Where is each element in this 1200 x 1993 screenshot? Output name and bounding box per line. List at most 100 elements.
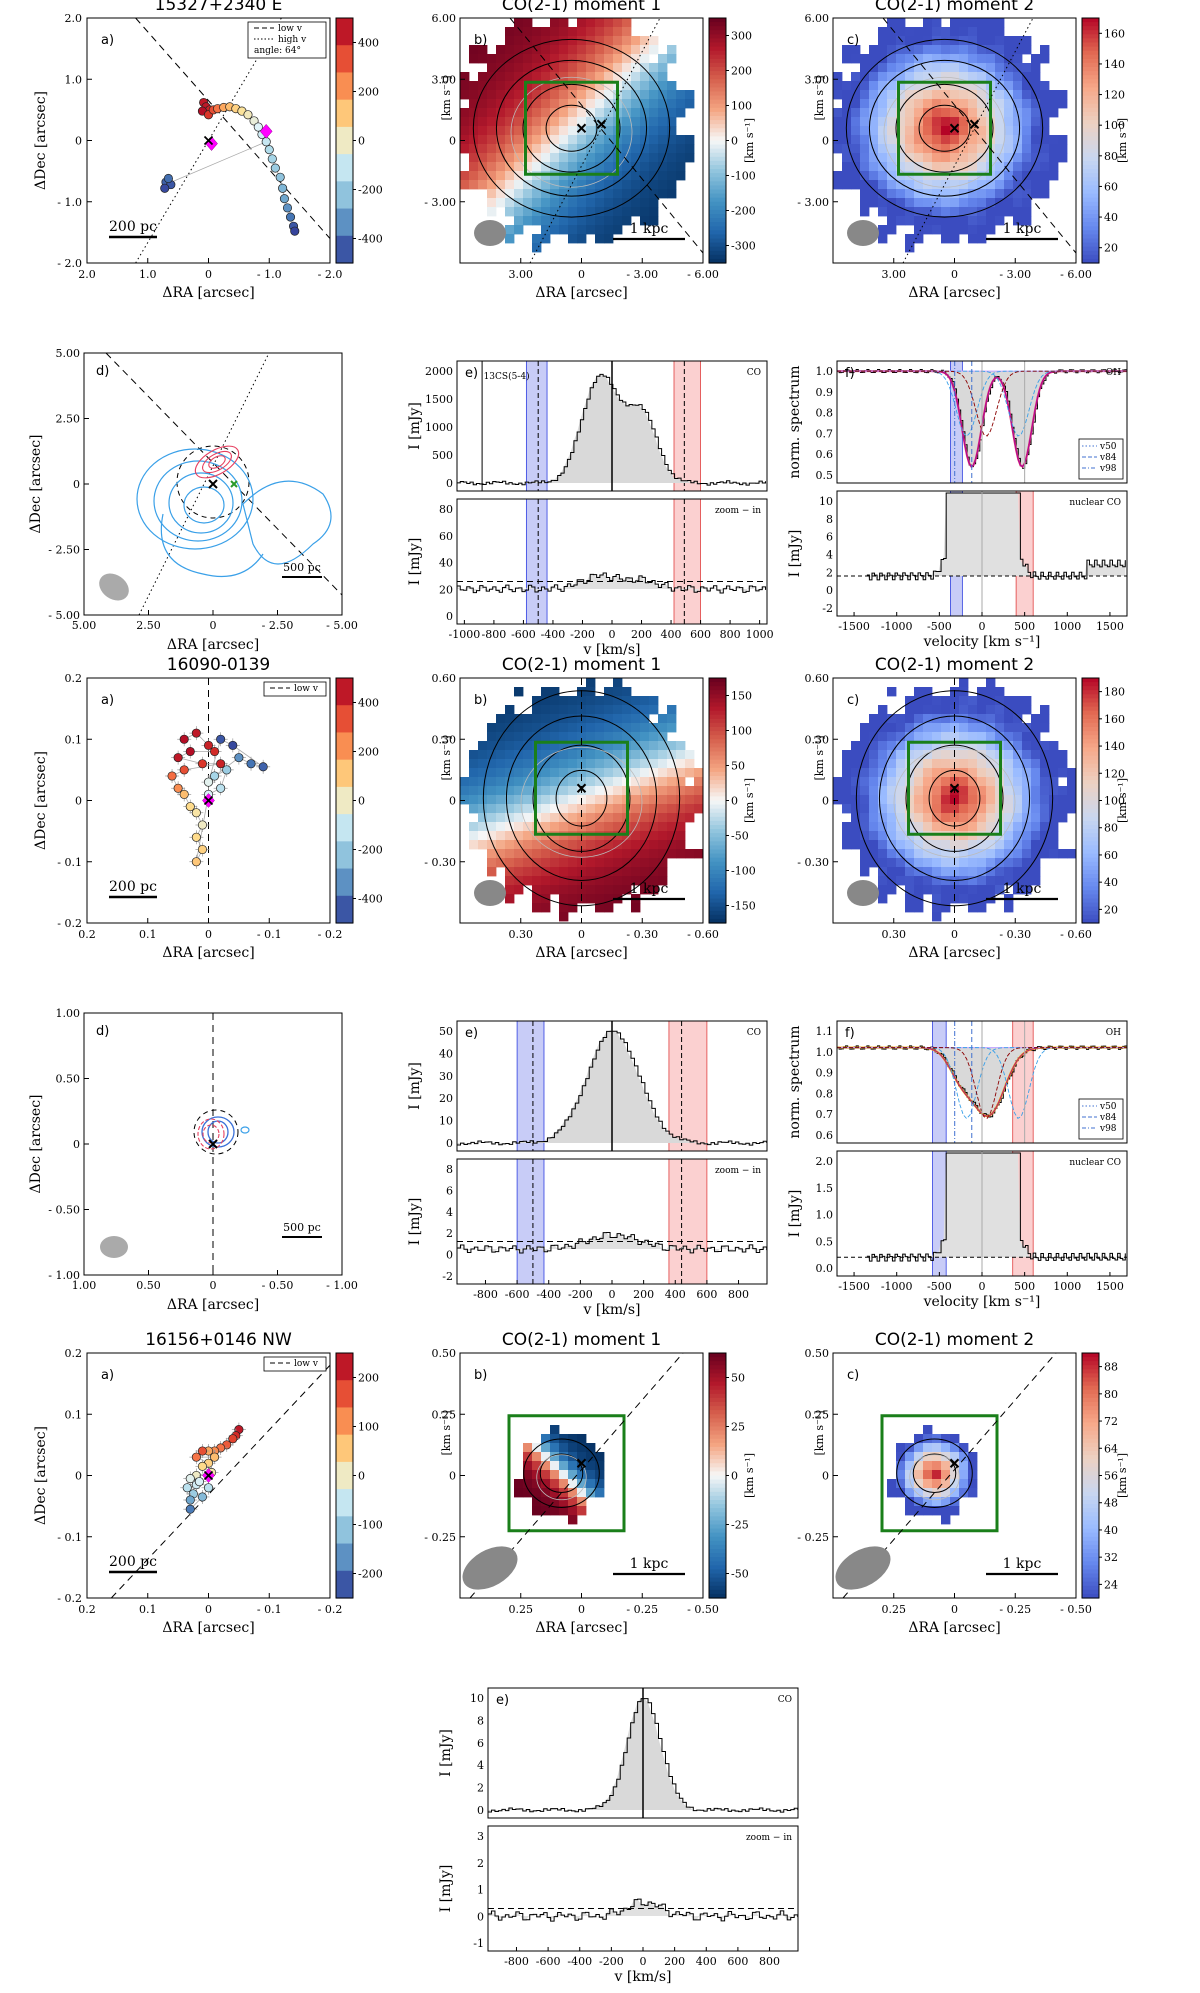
map-pixel bbox=[559, 1461, 569, 1471]
map-pixel bbox=[977, 696, 987, 706]
colorbar-segment bbox=[1082, 706, 1099, 712]
colorbar-segment bbox=[1082, 816, 1099, 822]
panel-a-positions: 16156+0146 NW0.2 0.1 0- 0.1- 0.20.20.10- 0… bbox=[33, 1330, 383, 1636]
map-pixel bbox=[595, 1479, 605, 1489]
map-pixel bbox=[950, 777, 960, 787]
y-tick-label: 8 bbox=[826, 513, 833, 526]
map-pixel bbox=[950, 1443, 960, 1453]
co-contour bbox=[895, 83, 994, 173]
x-tick-label: 500 bbox=[1014, 1280, 1035, 1293]
velocity-point bbox=[234, 753, 244, 763]
map-pixel bbox=[968, 36, 978, 46]
y-tick-label: 0.1 bbox=[65, 1408, 83, 1421]
x-tick-label: 0 bbox=[210, 1279, 217, 1292]
map-pixel bbox=[586, 1479, 596, 1489]
map-pixel bbox=[896, 849, 906, 859]
colorbar-segment bbox=[1082, 99, 1099, 105]
colorbar-segment bbox=[709, 1512, 726, 1517]
map-pixel bbox=[1031, 153, 1041, 163]
map-pixel bbox=[905, 894, 915, 904]
map-pixel bbox=[860, 108, 870, 118]
colorbar-segment bbox=[336, 732, 353, 761]
map-pixel bbox=[1004, 750, 1014, 760]
map-pixel bbox=[586, 117, 596, 127]
map-pixel bbox=[1022, 207, 1032, 217]
y-tick-label: 0 bbox=[75, 135, 82, 148]
map-pixel bbox=[914, 903, 924, 913]
map-pixel bbox=[1013, 45, 1023, 55]
colorbar-segment bbox=[1082, 849, 1099, 855]
map-pixel bbox=[1058, 750, 1068, 760]
map-pixel bbox=[950, 849, 960, 859]
map-pixel bbox=[487, 768, 497, 778]
map-pixel bbox=[878, 72, 888, 82]
map-pixel bbox=[568, 759, 578, 769]
map-pixel bbox=[568, 750, 578, 760]
map-pixel bbox=[878, 840, 888, 850]
map-pixel bbox=[968, 144, 978, 154]
map-pixel bbox=[1049, 135, 1059, 145]
map-pixel bbox=[496, 840, 506, 850]
map-pixel bbox=[550, 27, 560, 37]
map-pixel bbox=[887, 1479, 897, 1489]
map-pixel bbox=[860, 144, 870, 154]
map-pixel bbox=[667, 81, 677, 91]
nucleus-marker bbox=[208, 1139, 218, 1149]
map-pixel bbox=[1013, 867, 1023, 877]
map-pixel bbox=[514, 750, 524, 760]
map-pixel bbox=[514, 795, 524, 805]
map-pixel bbox=[694, 786, 704, 796]
x-tick-label: 0 bbox=[205, 268, 212, 281]
map-pixel bbox=[505, 723, 515, 733]
map-pixel bbox=[595, 741, 605, 751]
map-pixel bbox=[941, 135, 951, 145]
map-pixel bbox=[842, 750, 852, 760]
map-pixel bbox=[887, 831, 897, 841]
map-pixel bbox=[586, 1461, 596, 1471]
map-pixel bbox=[568, 216, 578, 226]
map-pixel bbox=[923, 18, 933, 28]
map-pixel bbox=[887, 777, 897, 787]
map-pixel bbox=[568, 894, 578, 904]
map-pixel bbox=[496, 777, 506, 787]
map-pixel bbox=[1013, 72, 1023, 82]
map-pixel bbox=[595, 867, 605, 877]
map-pixel bbox=[676, 153, 686, 163]
map-pixel bbox=[986, 198, 996, 208]
map-pixel bbox=[923, 687, 933, 697]
map-pixel bbox=[1022, 189, 1032, 199]
map-pixel bbox=[496, 822, 506, 832]
colorbar-segment bbox=[1082, 1581, 1099, 1587]
map-pixel bbox=[959, 795, 969, 805]
map-pixel bbox=[550, 1479, 560, 1489]
map-pixel bbox=[640, 216, 650, 226]
colorbar-segment bbox=[1082, 804, 1099, 810]
y-tick-label: 0 bbox=[822, 1470, 829, 1483]
map-pixel bbox=[478, 72, 488, 82]
map-pixel bbox=[914, 27, 924, 37]
colorbar-segment bbox=[1082, 1569, 1099, 1575]
map-pixel bbox=[950, 234, 960, 244]
x-tick-label: 0 bbox=[979, 620, 986, 633]
colorbar-segment bbox=[709, 804, 726, 810]
map-pixel bbox=[869, 849, 879, 859]
map-pixel bbox=[860, 840, 870, 850]
colorbar-segment bbox=[1082, 83, 1099, 89]
map-pixel bbox=[914, 840, 924, 850]
map-pixel bbox=[649, 768, 659, 778]
map-pixel bbox=[968, 723, 978, 733]
map-pixel bbox=[941, 45, 951, 55]
scalebar-label: 200 pc bbox=[109, 879, 157, 895]
map-pixel bbox=[887, 750, 897, 760]
map-pixel bbox=[604, 885, 614, 895]
map-pixel bbox=[514, 831, 524, 841]
y-tick-label: 0 bbox=[73, 1138, 80, 1151]
velocity-point bbox=[194, 1477, 204, 1487]
map-pixel bbox=[631, 768, 641, 778]
map-pixel bbox=[977, 894, 987, 904]
map-pixel bbox=[887, 90, 897, 100]
map-pixel bbox=[568, 225, 578, 235]
map-pixel bbox=[667, 54, 677, 64]
colorbar-segment bbox=[1082, 30, 1099, 35]
